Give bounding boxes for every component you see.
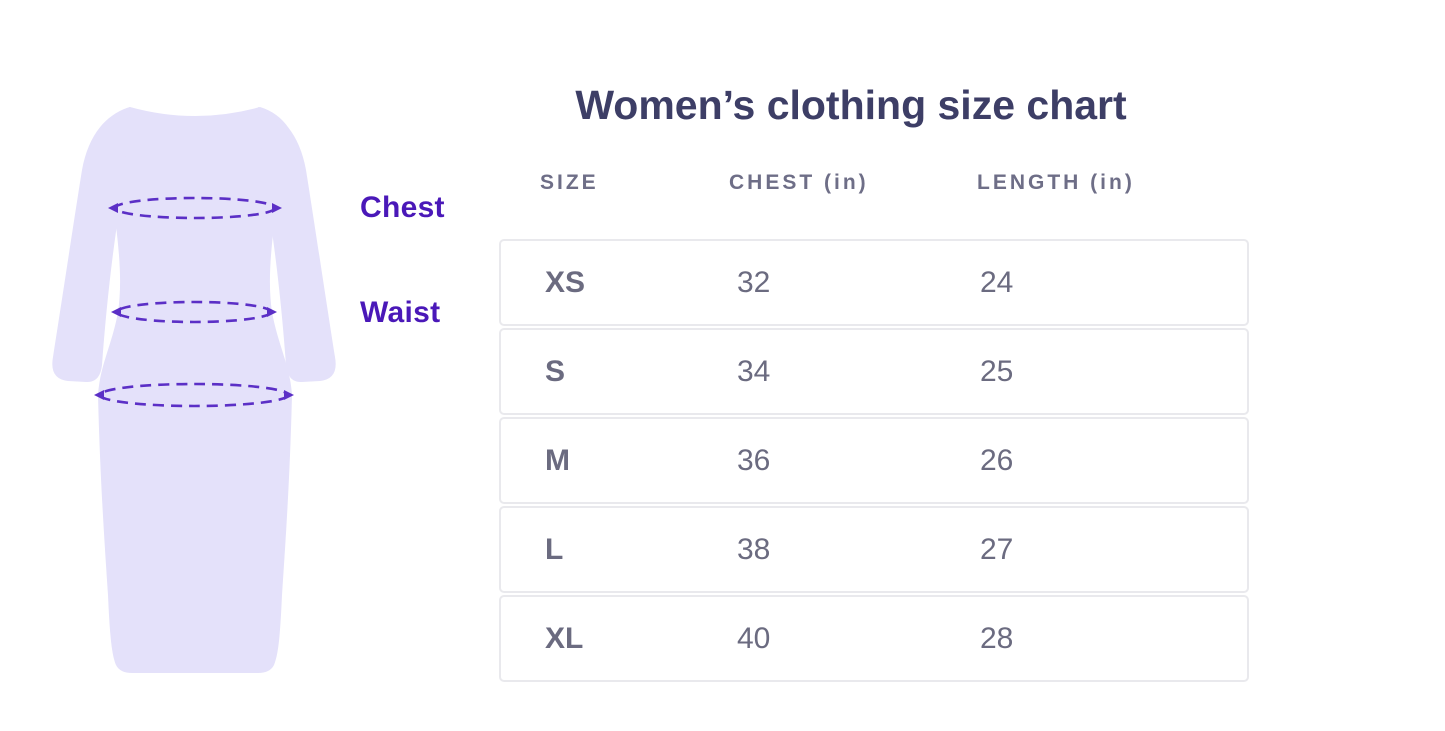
dress-right-sleeve [258,107,336,383]
length-cell: 25 [980,354,1014,388]
size-cell: M [545,443,570,477]
chest-arrow-right-icon [272,203,282,213]
chest-cell: 32 [737,265,771,299]
table-row-xl: XL 40 28 [499,595,1249,682]
dress-left-sleeve [52,107,130,383]
chest-cell: 40 [737,621,771,655]
chest-cell: 36 [737,443,771,477]
length-cell: 26 [980,443,1014,477]
column-header-length: LENGTH (in) [977,171,1135,194]
size-cell: XS [545,265,586,299]
waist-arrow-right-icon [267,307,277,317]
hip-arrow-right-icon [284,390,294,400]
length-cell: 27 [980,532,1014,566]
column-header-size: SIZE [540,171,599,194]
table-row-m: M 36 26 [499,417,1249,504]
chest-cell: 38 [737,532,771,566]
column-header-chest: CHEST (in) [729,171,869,194]
waist-arrow-left-icon [111,307,121,317]
table-row-l: L 38 27 [499,506,1249,593]
dress-body-shape [92,107,298,673]
hip-arrow-left-icon [94,390,104,400]
length-cell: 24 [980,265,1014,299]
table-row-s: S 34 25 [499,328,1249,415]
dress-diagram [52,107,336,673]
page-title: Women’s clothing size chart [575,82,1127,128]
chest-label: Chest [360,191,445,224]
table-row-xs: XS 32 24 [499,239,1249,326]
length-cell: 28 [980,621,1014,655]
size-table: XS 32 24 S 34 25 M 36 26 L 38 27 XL 40 2… [499,239,1249,682]
chest-arrow-left-icon [108,203,118,213]
chest-cell: 34 [737,354,771,388]
size-cell: XL [545,621,584,655]
waist-label: Waist [360,296,441,329]
size-cell: S [545,354,566,388]
size-cell: L [545,532,564,566]
